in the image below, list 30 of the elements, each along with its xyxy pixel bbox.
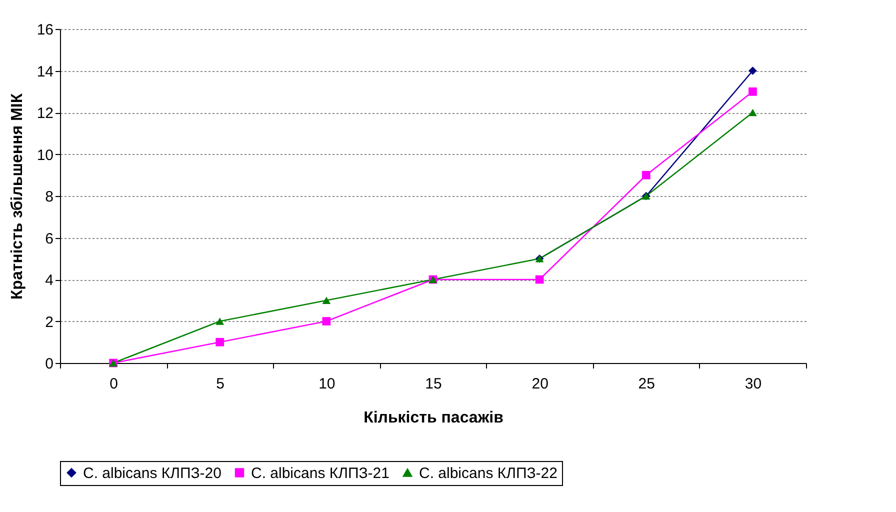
x-tick-label: 0 (110, 376, 118, 392)
x-tick-label: 15 (425, 376, 442, 392)
y-axis-title: Кратність збільшення МІК (8, 93, 26, 300)
point (535, 275, 544, 284)
x-tick-label: 5 (216, 376, 225, 392)
y-tick-label: 12 (36, 105, 54, 122)
legend-label: C. albicans КЛПЗ-20 (83, 464, 222, 482)
y-tick-label: 6 (45, 230, 54, 248)
x-tick-label: 30 (744, 376, 762, 392)
point (322, 296, 331, 304)
y-tick-label: 10 (36, 146, 54, 164)
y-tick-label: 8 (45, 188, 54, 206)
y-tick-label: 14 (36, 63, 54, 80)
x-tick-label: 20 (532, 376, 548, 392)
y-tick-label: 16 (36, 22, 54, 38)
point (748, 108, 757, 116)
y-tick-label: 2 (45, 314, 54, 331)
y-tick-label: 4 (45, 272, 54, 289)
x-tick-label: 25 (638, 376, 655, 392)
legend-label: C. albicans КЛПЗ-21 (251, 464, 390, 482)
point (322, 317, 331, 326)
x-axis-title: Кількість пасажів (364, 410, 504, 426)
x-tick-label: 10 (318, 376, 336, 392)
point (216, 338, 224, 346)
legend-label: C. albicans КЛПЗ-22 (419, 464, 558, 482)
point (216, 318, 224, 325)
y-tick-label: 0 (45, 356, 54, 372)
point (642, 170, 650, 180)
point (748, 87, 757, 96)
point (748, 66, 757, 75)
